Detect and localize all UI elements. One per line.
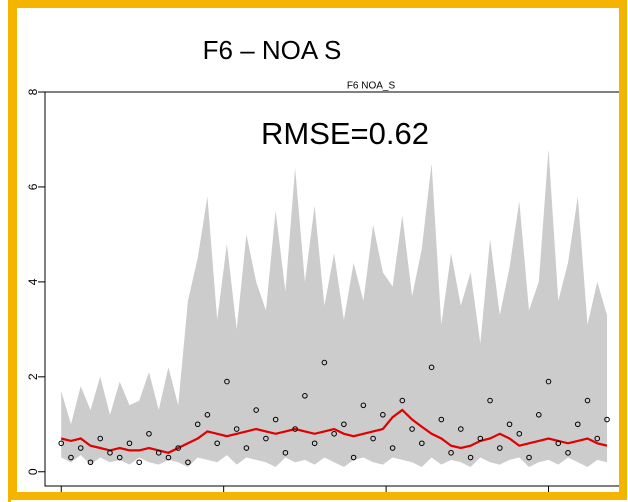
observation-point [594,435,601,442]
observation-point [604,416,610,423]
observation-point [409,426,415,432]
observation-point [58,440,65,447]
observation-point [448,449,454,456]
observation-point [224,378,230,385]
left-margin [0,0,9,502]
y-tick-label: 0 [26,468,40,475]
left-accent [8,0,11,502]
observation-point [438,416,445,423]
observation-point [467,454,474,461]
observation-point [146,430,152,437]
rmse-annotation: RMSE=0.62 [261,116,429,151]
y-tick-label: 6 [26,183,40,190]
observation-point [97,435,104,442]
observation-point [497,445,503,451]
observation-point [428,364,435,371]
observation-point [175,445,181,451]
observation-point [458,426,464,432]
observation-point [311,440,318,447]
observation-point [107,449,113,456]
observation-point [87,459,94,466]
title-backdrop [190,28,360,78]
observation-point [389,445,396,451]
observation-point [194,421,201,428]
y-tick-label: 8 [26,88,40,95]
observation-point [116,454,123,461]
mean-line [60,408,608,454]
observation-point [214,440,220,447]
chart-title: F6 – NOA S [203,35,342,65]
observation-point [253,407,259,413]
slide-border [9,0,627,500]
observation-point [419,440,425,447]
observation-point [545,378,552,385]
observation-point [243,445,250,451]
observation-point [380,411,386,418]
observation-point [185,459,191,466]
observation-point [341,421,347,428]
observation-point [506,421,513,428]
observation-point [565,449,571,456]
observation-point [126,440,133,447]
observation-point [233,426,240,432]
observation-point [370,435,376,442]
observation-point [555,440,562,447]
observation-point [360,402,367,409]
chart-subtitle: F6 NOA_S [347,81,396,92]
y-tick-label: 2 [26,373,40,380]
observation-point [516,430,523,437]
observation-point [535,411,542,418]
observation-point [155,449,162,456]
plot-area [58,149,610,467]
observation-point [574,421,581,428]
observation-point [399,397,406,404]
observation-point [321,359,328,366]
observation-point [263,435,269,442]
observation-point [165,454,172,461]
observation-point [292,426,298,432]
observation-point [302,393,308,399]
observation-point [477,435,484,442]
observation-point [282,449,289,456]
y-tick-label: 4 [26,278,40,285]
observation-point [272,416,279,423]
observation-point [487,397,493,404]
observation-point [204,411,211,418]
observation-point [331,430,337,437]
observation-point [77,445,84,451]
observation-point [68,454,74,461]
observation-point [584,397,591,404]
ensemble-band [61,149,607,467]
observation-point [136,459,143,466]
observation-point [526,454,532,461]
observation-point [350,454,357,461]
